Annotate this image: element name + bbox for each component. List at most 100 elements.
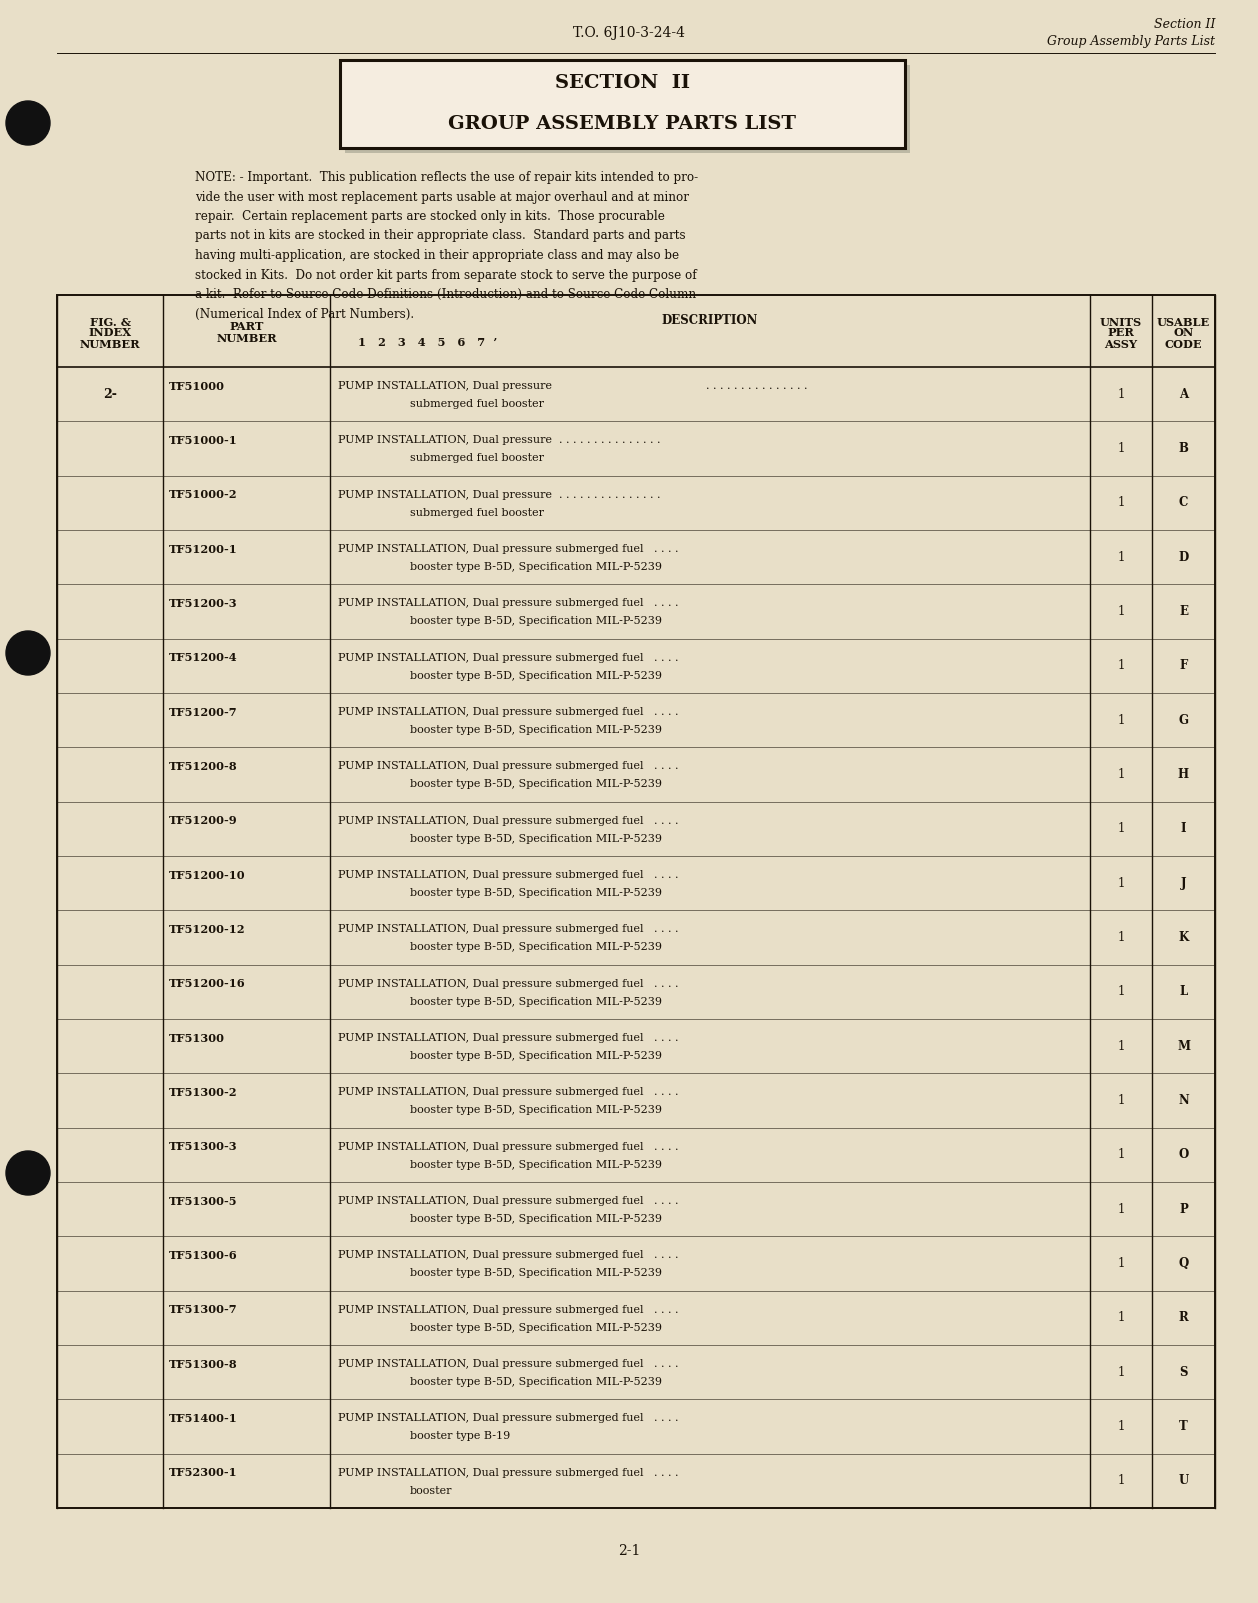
Text: TF51300-3: TF51300-3 <box>169 1141 238 1153</box>
Text: USABLE: USABLE <box>1157 316 1210 327</box>
Circle shape <box>6 1151 50 1194</box>
Text: booster type B-5D, Specification MIL-P-5239: booster type B-5D, Specification MIL-P-5… <box>410 616 662 627</box>
Text: PUMP INSTALLATION, Dual pressure  . . . . . . . . . . . . . . .: PUMP INSTALLATION, Dual pressure . . . .… <box>338 436 660 446</box>
Text: TF51200-12: TF51200-12 <box>169 923 245 935</box>
Text: 1: 1 <box>1117 1366 1125 1379</box>
Text: TF52300-1: TF52300-1 <box>169 1467 238 1478</box>
Text: 1: 1 <box>1117 931 1125 944</box>
Text: booster type B-5D, Specification MIL-P-5239: booster type B-5D, Specification MIL-P-5… <box>410 997 662 1007</box>
Text: PUMP INSTALLATION, Dual pressure submerged fuel   . . . .: PUMP INSTALLATION, Dual pressure submerg… <box>338 1468 678 1478</box>
Text: booster type B-5D, Specification MIL-P-5239: booster type B-5D, Specification MIL-P-5… <box>410 1106 662 1116</box>
Circle shape <box>6 632 50 675</box>
Text: PUMP INSTALLATION, Dual pressure submerged fuel   . . . .: PUMP INSTALLATION, Dual pressure submerg… <box>338 652 678 662</box>
Text: 1: 1 <box>1117 497 1125 510</box>
Text: T: T <box>1179 1420 1188 1433</box>
Text: PUMP INSTALLATION, Dual pressure submerged fuel   . . . .: PUMP INSTALLATION, Dual pressure submerg… <box>338 1087 678 1098</box>
Text: booster type B-5D, Specification MIL-P-5239: booster type B-5D, Specification MIL-P-5… <box>410 779 662 789</box>
Text: PART: PART <box>229 321 264 332</box>
Text: PUMP INSTALLATION, Dual pressure                                            . . : PUMP INSTALLATION, Dual pressure . . <box>338 382 808 391</box>
Text: 1: 1 <box>1117 713 1125 726</box>
Text: booster type B-5D, Specification MIL-P-5239: booster type B-5D, Specification MIL-P-5… <box>410 1213 662 1225</box>
Text: F: F <box>1180 659 1188 672</box>
Text: 1: 1 <box>1117 659 1125 672</box>
Text: PUMP INSTALLATION, Dual pressure submerged fuel   . . . .: PUMP INSTALLATION, Dual pressure submerg… <box>338 1032 678 1044</box>
Text: TF51200-10: TF51200-10 <box>169 869 245 880</box>
Text: booster type B-5D, Specification MIL-P-5239: booster type B-5D, Specification MIL-P-5… <box>410 834 662 843</box>
Text: booster type B-5D, Specification MIL-P-5239: booster type B-5D, Specification MIL-P-5… <box>410 563 662 572</box>
Bar <box>340 59 905 147</box>
Text: booster type B-5D, Specification MIL-P-5239: booster type B-5D, Specification MIL-P-5… <box>410 1268 662 1278</box>
Text: submerged fuel booster: submerged fuel booster <box>410 399 543 409</box>
Text: TF51200-9: TF51200-9 <box>169 816 238 826</box>
Text: 1: 1 <box>1117 1311 1125 1324</box>
Text: NUMBER: NUMBER <box>79 338 141 349</box>
Text: TF51300-7: TF51300-7 <box>169 1305 238 1314</box>
Text: parts not in kits are stocked in their appropriate class.  Standard parts and pa: parts not in kits are stocked in their a… <box>195 229 686 242</box>
Text: B: B <box>1179 442 1189 455</box>
Text: TF51200-7: TF51200-7 <box>169 707 238 718</box>
Text: 1: 1 <box>1117 388 1125 401</box>
Text: TF51000: TF51000 <box>169 380 225 391</box>
Text: TF51200-1: TF51200-1 <box>169 543 238 555</box>
Text: 1: 1 <box>1117 822 1125 835</box>
Text: PER: PER <box>1107 327 1135 338</box>
Text: booster type B-5D, Specification MIL-P-5239: booster type B-5D, Specification MIL-P-5… <box>410 725 662 734</box>
Text: GROUP ASSEMBLY PARTS LIST: GROUP ASSEMBLY PARTS LIST <box>449 115 796 133</box>
Text: U: U <box>1179 1475 1189 1488</box>
Text: 1: 1 <box>1117 1475 1125 1488</box>
Text: booster type B-19: booster type B-19 <box>410 1431 511 1441</box>
Text: 2-: 2- <box>103 388 117 401</box>
Text: booster type B-5D, Specification MIL-P-5239: booster type B-5D, Specification MIL-P-5… <box>410 1377 662 1387</box>
Text: 1: 1 <box>1117 1093 1125 1108</box>
Text: S: S <box>1179 1366 1188 1379</box>
Text: stocked in Kits.  Do not order kit parts from separate stock to serve the purpos: stocked in Kits. Do not order kit parts … <box>195 268 697 282</box>
Text: N: N <box>1179 1093 1189 1108</box>
Text: TF51300-2: TF51300-2 <box>169 1087 238 1098</box>
Text: repair.  Certain replacement parts are stocked only in kits.  Those procurable: repair. Certain replacement parts are st… <box>195 210 665 223</box>
Text: 1: 1 <box>1117 986 1125 999</box>
Text: booster: booster <box>410 1486 453 1496</box>
Text: TF51200-8: TF51200-8 <box>169 761 238 773</box>
Text: ASSY: ASSY <box>1105 338 1137 349</box>
Text: PUMP INSTALLATION, Dual pressure submerged fuel   . . . .: PUMP INSTALLATION, Dual pressure submerg… <box>338 1141 678 1151</box>
Text: R: R <box>1179 1311 1189 1324</box>
Text: PUMP INSTALLATION, Dual pressure submerged fuel   . . . .: PUMP INSTALLATION, Dual pressure submerg… <box>338 925 678 935</box>
Circle shape <box>6 101 50 144</box>
Text: FIG. &: FIG. & <box>89 316 131 327</box>
Text: 1: 1 <box>1117 604 1125 619</box>
Text: PUMP INSTALLATION, Dual pressure submerged fuel   . . . .: PUMP INSTALLATION, Dual pressure submerg… <box>338 816 678 826</box>
Text: PUMP INSTALLATION, Dual pressure  . . . . . . . . . . . . . . .: PUMP INSTALLATION, Dual pressure . . . .… <box>338 489 660 500</box>
Text: NUMBER: NUMBER <box>216 333 277 345</box>
Text: PUMP INSTALLATION, Dual pressure submerged fuel   . . . .: PUMP INSTALLATION, Dual pressure submerg… <box>338 870 678 880</box>
Text: (Numerical Index of Part Numbers).: (Numerical Index of Part Numbers). <box>195 308 414 321</box>
Text: SECTION  II: SECTION II <box>555 74 689 91</box>
Text: TF51200-3: TF51200-3 <box>169 598 238 609</box>
Text: 1: 1 <box>1117 1257 1125 1270</box>
Text: booster type B-5D, Specification MIL-P-5239: booster type B-5D, Specification MIL-P-5… <box>410 1159 662 1170</box>
Text: 1: 1 <box>1117 768 1125 781</box>
Text: PUMP INSTALLATION, Dual pressure submerged fuel   . . . .: PUMP INSTALLATION, Dual pressure submerg… <box>338 598 678 609</box>
Text: PUMP INSTALLATION, Dual pressure submerged fuel   . . . .: PUMP INSTALLATION, Dual pressure submerg… <box>338 979 678 989</box>
Text: PUMP INSTALLATION, Dual pressure submerged fuel   . . . .: PUMP INSTALLATION, Dual pressure submerg… <box>338 761 678 771</box>
Text: 1: 1 <box>1117 1420 1125 1433</box>
Text: DESCRIPTION: DESCRIPTION <box>662 314 759 327</box>
Text: booster type B-5D, Specification MIL-P-5239: booster type B-5D, Specification MIL-P-5… <box>410 888 662 898</box>
Text: PUMP INSTALLATION, Dual pressure submerged fuel   . . . .: PUMP INSTALLATION, Dual pressure submerg… <box>338 1196 678 1205</box>
Text: ON: ON <box>1174 327 1194 338</box>
Text: Section II: Section II <box>1154 19 1215 32</box>
Text: TF51300-5: TF51300-5 <box>169 1196 238 1207</box>
Text: H: H <box>1177 768 1189 781</box>
Text: TF51400-1: TF51400-1 <box>169 1412 238 1423</box>
Text: TF51000-1: TF51000-1 <box>169 434 238 446</box>
Text: 1: 1 <box>1117 1040 1125 1053</box>
Text: L: L <box>1180 986 1188 999</box>
Text: J: J <box>1181 877 1186 890</box>
Text: PUMP INSTALLATION, Dual pressure submerged fuel   . . . .: PUMP INSTALLATION, Dual pressure submerg… <box>338 1414 678 1423</box>
Text: TF51300-8: TF51300-8 <box>169 1358 238 1369</box>
Text: submerged fuel booster: submerged fuel booster <box>410 454 543 463</box>
Bar <box>345 66 910 152</box>
Text: 1: 1 <box>1117 551 1125 564</box>
Text: vide the user with most replacement parts usable at major overhaul and at minor: vide the user with most replacement part… <box>195 191 689 204</box>
Text: 1: 1 <box>1117 442 1125 455</box>
Text: A: A <box>1179 388 1188 401</box>
